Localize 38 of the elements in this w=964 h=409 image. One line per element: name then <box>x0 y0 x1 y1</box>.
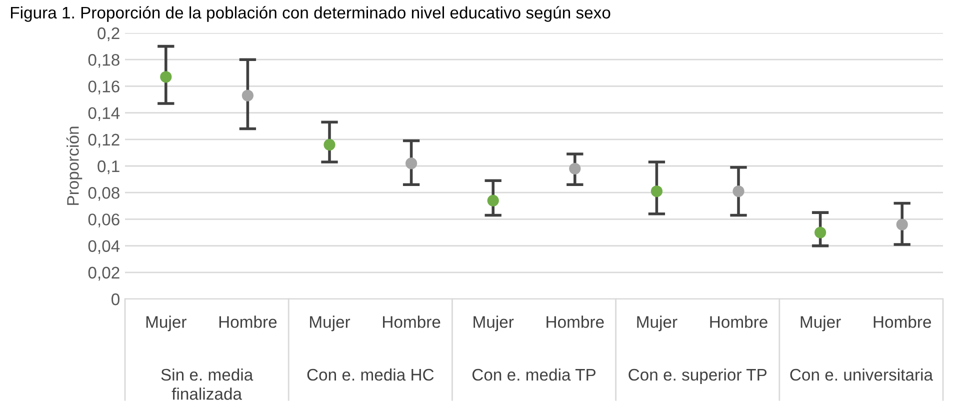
x-tick-label: Mujer <box>474 316 514 332</box>
point <box>650 185 663 198</box>
y-tick-label: 0,14 <box>88 107 120 121</box>
point <box>896 218 908 230</box>
x-tick-label: Mujer <box>146 316 186 332</box>
y-tick-label: 0,18 <box>88 54 120 68</box>
x-tick-label: Mujer <box>800 316 841 332</box>
y-tick-label: 0,02 <box>88 266 120 281</box>
y-tick-label: 0 <box>112 293 120 306</box>
point <box>569 162 581 174</box>
x-tick-label: Mujer <box>310 316 350 332</box>
x-tick-label: Mujer <box>637 316 678 332</box>
text: Sin e. media finalizada <box>161 368 254 400</box>
x-tick-label: Hombre <box>546 316 604 328</box>
text: Con e. media TP <box>472 368 596 381</box>
text: Con e. media HC <box>307 368 434 381</box>
y-tick-label: 0,1 <box>98 160 120 174</box>
y-tick-label: 0,12 <box>88 134 120 148</box>
y-tick-label: 0,08 <box>88 187 120 201</box>
y-tick-label: 0,16 <box>88 80 120 94</box>
point <box>405 158 418 170</box>
x-tick-label: Hombre <box>383 316 440 328</box>
point <box>487 194 499 206</box>
y-tick-label: 0,06 <box>88 214 120 228</box>
point <box>324 138 336 151</box>
chart-title: Figura 1. Proporción de la población con determinado nivel educativo según sexo <box>11 6 610 22</box>
point <box>814 226 826 238</box>
y-tick-label: 0,04 <box>88 240 120 254</box>
x-tick-label: Hombre <box>219 316 277 328</box>
y-tick-label: 0,2 <box>98 27 120 42</box>
point <box>160 71 172 83</box>
point <box>732 185 744 198</box>
x-tick-label: Hombre <box>710 316 768 328</box>
x-tick-label: Hombre <box>874 316 931 328</box>
point <box>242 90 254 102</box>
y-axis-title: Proporción <box>66 126 82 205</box>
text: Con e. superior TP <box>628 368 767 384</box>
text: Con e. universitaria <box>790 368 933 381</box>
